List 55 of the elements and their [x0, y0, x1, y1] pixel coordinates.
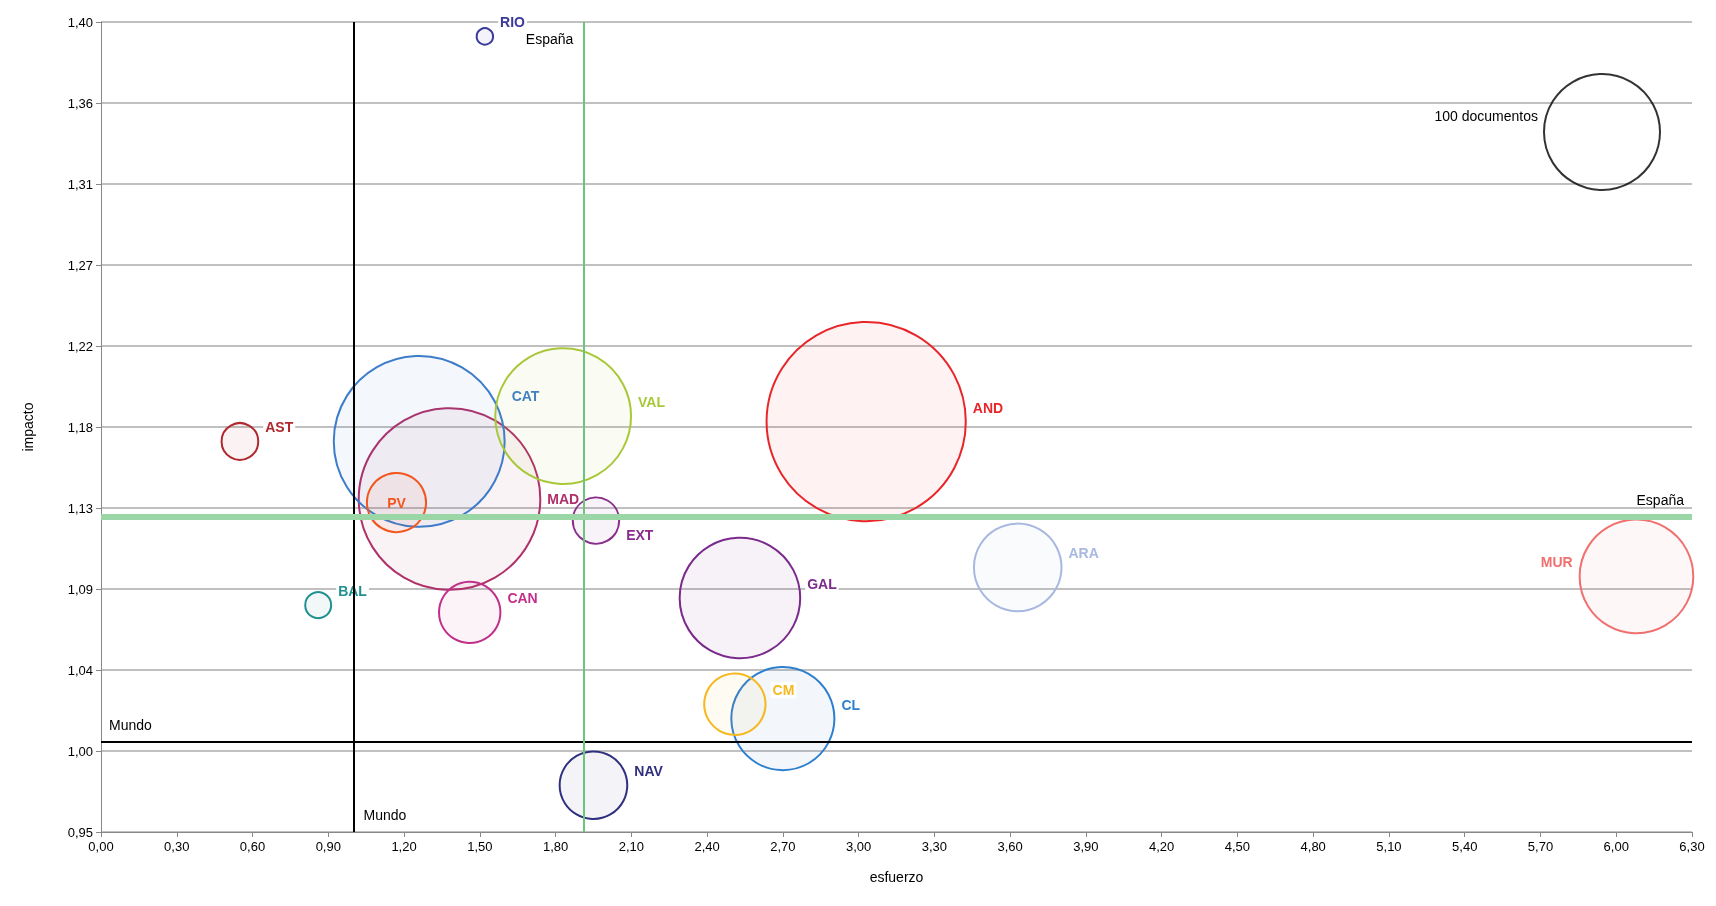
x-tick-label: 0,90: [315, 839, 341, 854]
ref-line-label: España: [1636, 492, 1685, 508]
y-tick-label: 1,13: [67, 500, 93, 516]
series-label: PV: [387, 494, 407, 511]
x-tick-label: 0,60: [239, 839, 266, 854]
series-label: GAL: [807, 576, 838, 592]
y-tick-label: 1,00: [67, 743, 93, 759]
y-tick-label: 1,18: [67, 419, 93, 435]
ref-line-label: Mundo: [109, 717, 153, 733]
series-label: VAL: [638, 394, 666, 411]
legend-label: 100 documentos: [1434, 108, 1538, 124]
x-tick-label: 6,00: [1603, 839, 1629, 854]
y-tick-label: 1,09: [67, 581, 93, 597]
series-label: CAT: [511, 388, 540, 405]
series-label: EXT: [626, 526, 654, 543]
x-tick-label: 3,60: [997, 839, 1023, 854]
x-tick-label: 4,50: [1224, 839, 1251, 854]
x-tick-label: 5,10: [1376, 839, 1402, 854]
series-label: MUR: [1540, 554, 1573, 571]
x-tick-label: 2,10: [618, 839, 644, 854]
x-tick-label: 0,30: [164, 839, 190, 854]
y-tick-label: 1,22: [67, 338, 93, 354]
x-tick-label: 1,80: [542, 839, 569, 854]
x-axis-title: esfuerzo: [869, 869, 924, 885]
x-tick-label: 5,40: [1452, 839, 1478, 854]
series-label: ARA: [1068, 545, 1099, 562]
series-label: NAV: [634, 763, 664, 780]
series-label: AST: [265, 419, 294, 436]
y-tick-label: 1,31: [67, 176, 93, 192]
series-label: CM: [772, 682, 795, 699]
series-label: RIO: [500, 14, 526, 31]
y-tick-label: 0,95: [67, 824, 93, 840]
x-tick-label: 0,00: [88, 839, 114, 854]
y-axis-title: impacto: [20, 402, 36, 452]
y-tick-label: 1,36: [67, 95, 93, 111]
x-tick-label: 6,30: [1679, 839, 1705, 854]
x-tick-label: 2,40: [694, 839, 720, 854]
series-label: CL: [841, 696, 861, 713]
x-tick-label: 3,00: [845, 839, 872, 854]
series-label: CAN: [507, 590, 538, 607]
x-tick-label: 3,30: [921, 839, 948, 854]
series-label: MAD: [547, 491, 580, 507]
ref-line-label: Mundo: [363, 807, 407, 823]
x-tick-label: 1,50: [467, 839, 493, 854]
x-tick-label: 2,70: [770, 839, 796, 854]
ref-line-label: España: [525, 31, 574, 47]
x-tick-label: 3,90: [1073, 839, 1099, 854]
y-tick-label: 1,40: [67, 14, 93, 30]
x-tick-label: 1,20: [391, 839, 417, 854]
x-tick-label: 5,70: [1527, 839, 1554, 854]
series-label: AND: [972, 399, 1004, 416]
x-tick-label: 4,80: [1300, 839, 1326, 854]
y-tick-label: 1,27: [67, 257, 93, 273]
y-tick-label: 1,04: [67, 662, 93, 678]
x-tick-label: 4,20: [1149, 839, 1175, 854]
